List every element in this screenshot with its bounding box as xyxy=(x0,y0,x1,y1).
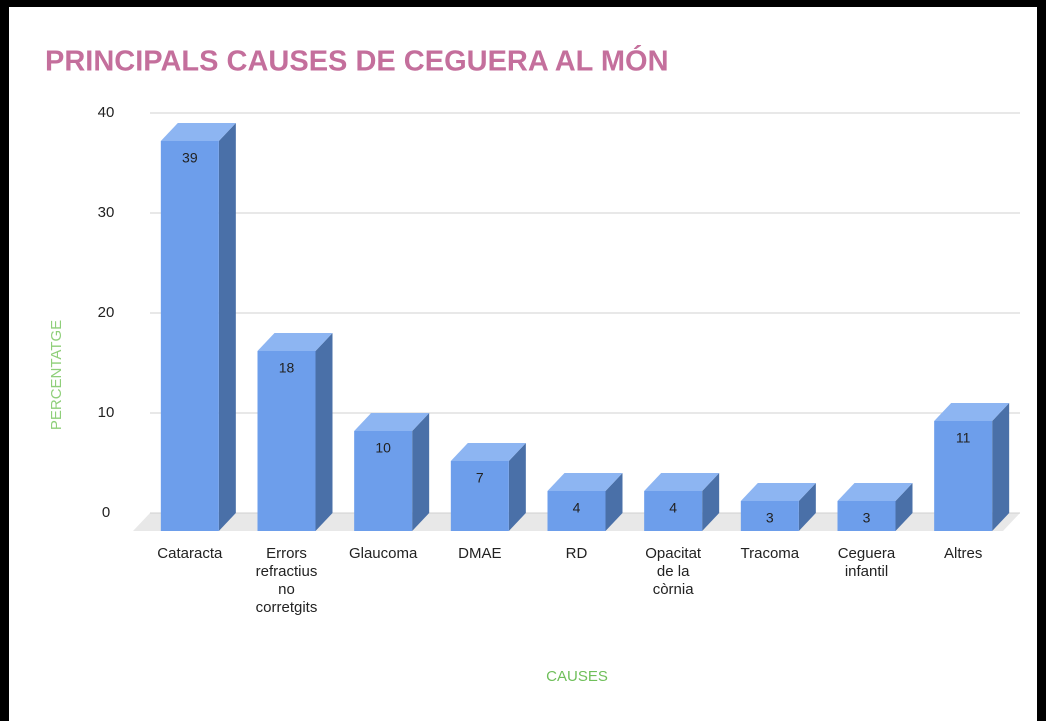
bar-side xyxy=(702,473,720,531)
x-tick-label: Errors refractius no corretgits xyxy=(255,545,318,616)
bar-front xyxy=(934,421,993,531)
bar xyxy=(644,473,720,531)
data-label: 39 xyxy=(182,150,198,166)
bar-side xyxy=(508,443,526,531)
x-tick-label: Ceguera infantil xyxy=(837,545,896,580)
bar-side xyxy=(992,403,1010,531)
x-tick-label: Cataracta xyxy=(157,545,223,562)
bar-top xyxy=(547,473,623,491)
bar-front xyxy=(740,501,799,531)
bar xyxy=(740,483,816,531)
bar-top xyxy=(160,123,236,141)
y-tick-label: 30 xyxy=(98,204,115,221)
bar-top xyxy=(644,473,720,491)
bar-side xyxy=(798,483,816,531)
x-tick-label: Altres xyxy=(943,545,983,562)
bar-front xyxy=(450,461,509,531)
bar-side xyxy=(605,473,623,531)
x-tick-label: RD xyxy=(565,545,588,562)
x-tick-label: Opacitat de la còrnia xyxy=(645,545,702,598)
bar-side xyxy=(218,123,236,531)
bar-top xyxy=(934,403,1010,421)
bar-top xyxy=(257,333,333,351)
bar-side xyxy=(895,483,913,531)
data-label: 4 xyxy=(573,500,581,516)
bar xyxy=(934,403,1010,531)
bar-top xyxy=(354,413,430,431)
bar xyxy=(257,333,333,531)
data-label: 11 xyxy=(956,430,971,446)
data-label: 10 xyxy=(375,440,391,456)
bar-side xyxy=(412,413,430,531)
chart-title: PRINCIPALS CAUSES DE CEGUERA AL MÓN xyxy=(45,44,669,78)
bar-top xyxy=(740,483,816,501)
y-tick-label: 0 xyxy=(102,504,110,521)
bar-front xyxy=(257,351,316,531)
y-axis-label: PERCENTATGE xyxy=(48,320,65,430)
data-label: 4 xyxy=(669,500,677,516)
data-label: 18 xyxy=(279,360,295,376)
bar xyxy=(354,413,430,531)
x-tick-label: Tracoma xyxy=(740,545,800,562)
bar xyxy=(450,443,526,531)
bar-front xyxy=(837,501,896,531)
y-tick-label: 20 xyxy=(98,304,115,321)
bar-top xyxy=(837,483,913,501)
bar-front xyxy=(547,491,606,531)
bar xyxy=(547,473,623,531)
data-label: 3 xyxy=(766,510,774,526)
bar-front xyxy=(160,141,219,531)
bar xyxy=(837,483,913,531)
bar-side xyxy=(315,333,333,531)
bar-front xyxy=(354,431,413,531)
bar xyxy=(160,123,236,531)
y-tick-label: 10 xyxy=(98,404,115,421)
data-label: 7 xyxy=(476,470,484,486)
y-tick-label: 40 xyxy=(98,104,115,121)
bar-front xyxy=(644,491,703,531)
bar-top xyxy=(450,443,526,461)
x-axis-label: CAUSES xyxy=(546,668,608,685)
x-tick-label: DMAE xyxy=(458,545,502,562)
chart: PRINCIPALS CAUSES DE CEGUERA AL MÓN PERC… xyxy=(45,44,1020,685)
x-tick-label: Glaucoma xyxy=(348,545,418,562)
data-label: 3 xyxy=(863,510,871,526)
